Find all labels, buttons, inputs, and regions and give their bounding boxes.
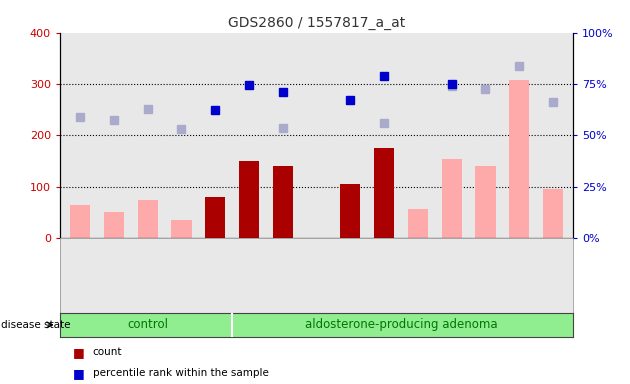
Bar [273, 166, 293, 238]
Bar [543, 189, 563, 238]
Text: percentile rank within the sample: percentile rank within the sample [93, 368, 268, 378]
Text: ■: ■ [72, 346, 84, 359]
Bar [476, 166, 496, 238]
Text: count: count [93, 347, 122, 357]
Bar [137, 200, 158, 238]
Bar [374, 148, 394, 238]
Bar [70, 205, 90, 238]
Bar [273, 208, 293, 238]
Bar [340, 184, 360, 238]
Text: ■: ■ [72, 367, 84, 380]
Text: disease state: disease state [1, 320, 70, 330]
Bar [442, 159, 462, 238]
Bar [239, 161, 259, 238]
Text: control: control [127, 318, 168, 331]
Bar [171, 220, 192, 238]
Bar [205, 197, 226, 238]
Bar [104, 212, 124, 238]
Bar [408, 209, 428, 238]
Bar [509, 80, 529, 238]
Text: aldosterone-producing adenoma: aldosterone-producing adenoma [305, 318, 497, 331]
Title: GDS2860 / 1557817_a_at: GDS2860 / 1557817_a_at [228, 16, 405, 30]
